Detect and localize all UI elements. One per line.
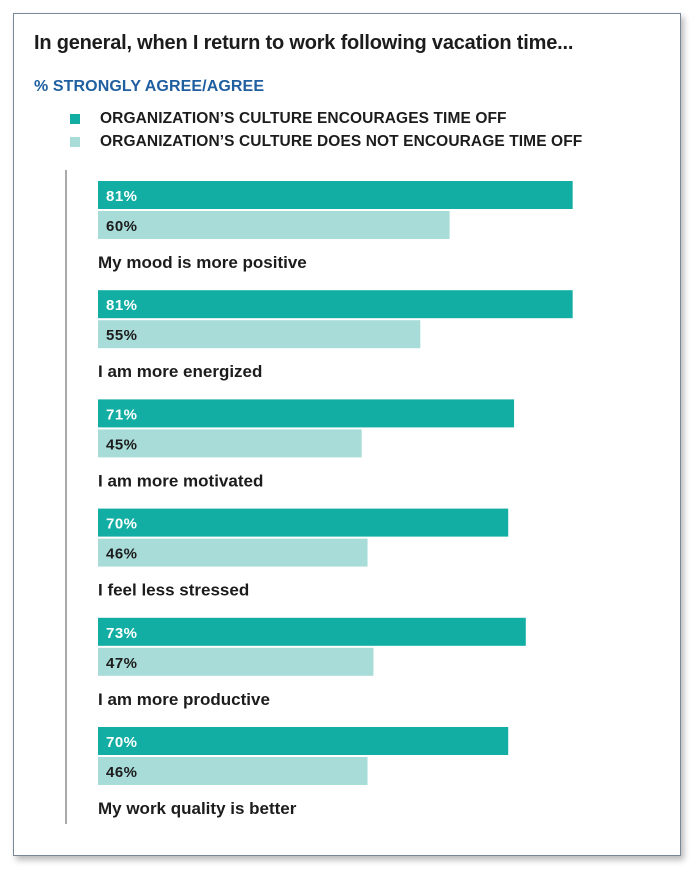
bar-not-encourages: [98, 211, 450, 239]
bar-not-encourages: [98, 320, 421, 349]
bar-not-encourages: [98, 647, 374, 676]
bar-not-encourages: [98, 757, 368, 785]
legend-swatch-not-encourages: [70, 137, 80, 147]
bar-encourages: [98, 508, 509, 537]
bar-encourages: [98, 290, 573, 319]
data-label: 70%: [106, 516, 138, 533]
bar-encourages: [98, 399, 515, 428]
data-label: 81%: [106, 297, 138, 314]
legend-label-not-encourages: ORGANIZATION’S CULTURE DOES NOT ENCOURAG…: [100, 133, 583, 150]
category-label: My mood is more positive: [98, 253, 307, 272]
data-label: 47%: [106, 655, 138, 672]
data-label: 71%: [106, 406, 138, 423]
category-label: I am more energized: [98, 362, 262, 381]
data-label: 73%: [106, 625, 138, 642]
data-label: 55%: [106, 327, 138, 344]
category-label: My work quality is better: [98, 799, 297, 818]
bar-encourages: [98, 727, 509, 755]
category-label: I am more motivated: [98, 471, 263, 490]
data-label: 70%: [106, 734, 138, 751]
category-label: I feel less stressed: [98, 581, 249, 600]
bar-encourages: [98, 617, 526, 646]
bar-encourages: [98, 181, 573, 209]
category-label: I am more productive: [98, 690, 270, 709]
chart-subtitle: % STRONGLY AGREE/AGREE: [34, 78, 265, 95]
data-label: 46%: [106, 546, 138, 563]
legend-item-encourages: ORGANIZATION’S CULTURE ENCOURAGES TIME O…: [70, 110, 507, 128]
data-label: 81%: [106, 188, 138, 205]
data-label: 60%: [106, 218, 138, 235]
bar-not-encourages: [98, 429, 362, 458]
bar-not-encourages: [98, 538, 368, 567]
data-label: 46%: [106, 764, 138, 781]
legend-swatch-encourages: [70, 114, 80, 124]
chart-title: In general, when I return to work follow…: [34, 32, 574, 54]
data-label: 45%: [106, 436, 138, 453]
legend-item-not-encourages: ORGANIZATION’S CULTURE DOES NOT ENCOURAG…: [70, 133, 582, 151]
legend-label-encourages: ORGANIZATION’S CULTURE ENCOURAGES TIME O…: [100, 110, 507, 127]
